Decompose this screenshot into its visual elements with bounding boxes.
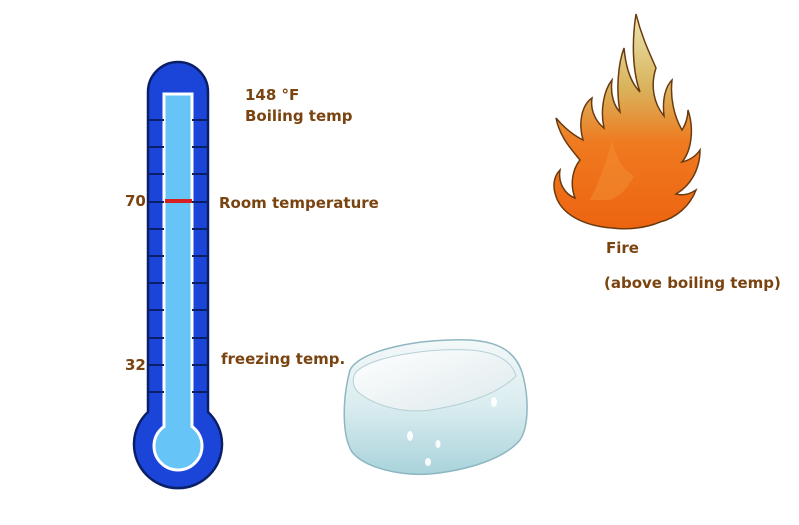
room-temperature-label: Room temperature bbox=[219, 194, 379, 212]
boiling-value-label: 148 °F bbox=[245, 86, 300, 104]
freezing-label: freezing temp. bbox=[221, 350, 346, 368]
thermometer-ticks bbox=[149, 119, 207, 393]
thermometer-tube bbox=[162, 92, 194, 448]
boiling-label: Boiling temp bbox=[245, 107, 353, 125]
fire-note-label: (above boiling temp) bbox=[604, 274, 781, 292]
tick-label-32: 32 bbox=[125, 356, 146, 374]
fire-label: Fire bbox=[606, 239, 639, 257]
tick-label-70: 70 bbox=[125, 192, 146, 210]
room-temperature-marker bbox=[165, 199, 192, 203]
